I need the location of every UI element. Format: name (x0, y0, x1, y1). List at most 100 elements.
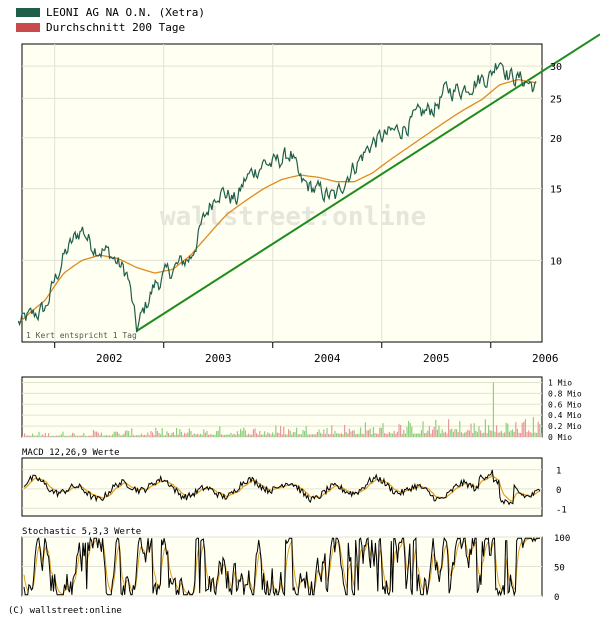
volume-bar (238, 434, 240, 437)
volume-bar (403, 429, 405, 437)
volume-bar (398, 424, 400, 437)
volume-bar (448, 419, 450, 437)
price-y-axis: 10 15 20 25 30 (550, 62, 562, 267)
volume-bar (432, 429, 434, 437)
volume-bar (392, 433, 394, 437)
year-tick-label: 2002 (96, 352, 123, 365)
volume-bar (438, 425, 440, 437)
volume-bar (102, 435, 104, 437)
volume-bar (363, 434, 365, 437)
volume-bar (326, 428, 328, 437)
volume-bar (462, 433, 464, 437)
volume-bar (307, 434, 309, 437)
volume-bar (99, 435, 101, 437)
volume-bar (334, 430, 336, 437)
volume-bar (451, 428, 453, 437)
volume-bar (222, 434, 224, 437)
volume-bar (428, 425, 430, 437)
volume-bar (484, 419, 486, 437)
scale-note: 1 Kert entspricht 1 Tag (26, 331, 137, 340)
volume-bar (323, 429, 325, 437)
volume-bar (292, 432, 294, 437)
volume-bar (265, 434, 267, 437)
volume-bar (302, 430, 304, 437)
volume-bar (374, 432, 376, 437)
volume-tick-label: 0.6 Mio (548, 400, 582, 409)
volume-bar (121, 435, 123, 437)
volume-bar (240, 428, 242, 437)
volume-bar (340, 433, 342, 437)
volume-bar (153, 435, 155, 437)
volume-bar (91, 435, 93, 437)
volume-bar (489, 430, 491, 437)
stochastic-y-axis: 100 50 0 (554, 534, 570, 603)
volume-bar (491, 430, 493, 437)
volume-bar (169, 435, 171, 437)
volume-bar (356, 434, 358, 437)
volume-panel-frame (21, 376, 543, 438)
volume-bar (123, 433, 125, 437)
copyright: (C) wallstreet:online (8, 606, 122, 616)
volume-bar (235, 434, 237, 437)
volume-bar (97, 432, 99, 437)
legend-label-price: LEONI AG NA O.N. (Xetra) (46, 6, 205, 19)
volume-bar (456, 429, 458, 437)
volume-bar (209, 434, 211, 437)
volume-bar (299, 434, 301, 437)
volume-bar (32, 433, 34, 437)
volume-bar (417, 433, 419, 437)
macd-tick-label: -1 (556, 505, 567, 515)
volume-bar (449, 429, 451, 437)
volume-bar (393, 430, 395, 437)
volume-bar (217, 430, 219, 437)
volume-bar (200, 433, 202, 437)
volume-bars (24, 382, 542, 437)
volume-bar (214, 434, 216, 437)
volume-bar (144, 434, 146, 437)
volume-bar (188, 428, 190, 437)
volume-bar (67, 435, 69, 437)
volume-bar (384, 433, 386, 437)
price-tick-label: 15 (550, 185, 562, 196)
volume-bar (49, 436, 51, 437)
volume-bar (155, 427, 157, 437)
volume-bar (54, 435, 56, 437)
volume-bar (344, 424, 346, 437)
volume-bar (472, 433, 474, 437)
volume-bar (350, 431, 352, 437)
price-panel-frame (21, 43, 543, 343)
volume-bar (500, 430, 502, 437)
volume-bar (190, 430, 192, 437)
price-tick-label: 20 (550, 134, 562, 145)
x-axis: 2002 2003 2004 2005 2006 (54, 342, 559, 365)
volume-bar (404, 433, 406, 437)
volume-bar (38, 431, 40, 437)
volume-bar (44, 433, 46, 437)
volume-bar (126, 430, 128, 437)
volume-bar (288, 429, 290, 437)
volume-bar (296, 427, 298, 437)
volume-bar (129, 435, 131, 437)
legend-swatch-ma200 (16, 23, 40, 32)
volume-bar (220, 434, 222, 437)
year-tick-label: 2003 (205, 352, 232, 365)
volume-bar (262, 434, 264, 437)
volume-bar (305, 426, 307, 437)
volume-bar (65, 435, 67, 437)
price-line (17, 62, 537, 333)
volume-bar (51, 435, 53, 437)
volume-bar (308, 434, 310, 437)
ma200-line (17, 78, 537, 324)
volume-bar (366, 430, 368, 437)
volume-bar (358, 433, 360, 437)
legend-label-ma200: Durchschnitt 200 Tage (46, 21, 185, 34)
volume-bar (28, 435, 30, 437)
volume-bar (136, 435, 138, 437)
volume-bar (150, 431, 152, 437)
volume-panel: 1 Mio 0.8 Mio 0.6 Mio 0.4 Mio 0.2 Mio 0 Mio (21, 376, 582, 442)
volume-tick-label: 1 Mio (548, 378, 572, 387)
volume-bar (73, 433, 75, 437)
volume-bar (212, 435, 214, 437)
volume-bar (452, 431, 454, 437)
volume-y-axis: 1 Mio 0.8 Mio 0.6 Mio 0.4 Mio 0.2 Mio 0 Mio (548, 378, 582, 442)
